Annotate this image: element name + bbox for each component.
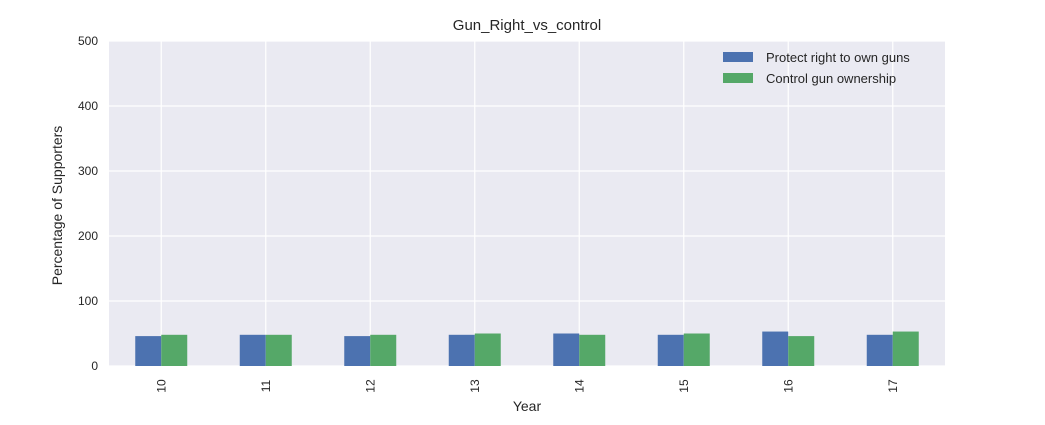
plot-background [109,41,945,366]
bar-control-ownership [892,331,919,366]
x-axis-label: Year [513,398,542,414]
bar-control-ownership [579,334,606,366]
x-tick-label: 15 [677,379,691,393]
y-tick-label: 100 [78,294,98,308]
chart-title: Gun_Right_vs_control [453,17,601,34]
bar-protect-right [135,336,162,366]
y-tick-label: 200 [78,229,98,243]
x-tick-label: 10 [154,379,168,393]
x-tick-label: 13 [468,379,482,393]
legend: Protect right to own guns Control gun own… [723,50,910,86]
x-tick-label: 12 [363,379,377,393]
bar-protect-right [344,336,371,366]
grid-lines [109,40,945,367]
x-tick-label: 11 [259,379,273,392]
y-tick-label: 0 [91,359,98,373]
x-tick-label: 16 [781,379,795,393]
legend-swatch [723,52,753,62]
bar-control-ownership [683,333,710,366]
legend-entry: Protect right to own guns [766,50,910,65]
bar-control-ownership [788,336,815,366]
bar-control-ownership [161,334,188,366]
y-axis-ticks: 0 100 200 300 400 500 [78,34,98,373]
bar-protect-right [239,334,266,366]
y-tick-label: 400 [78,99,98,113]
legend-entry: Control gun ownership [766,71,896,86]
x-tick-label: 17 [886,379,900,393]
legend-swatch [723,73,753,83]
bar-protect-right [762,331,789,366]
x-tick-label: 14 [572,379,586,393]
bars [135,331,919,366]
bar-control-ownership [474,333,501,366]
bar-control-ownership [265,334,292,366]
y-axis-label: Percentage of Supporters [49,126,65,286]
bar-protect-right [866,334,893,366]
bar-protect-right [448,334,475,366]
bar-protect-right [657,334,684,366]
x-axis-ticks: 10 11 12 13 14 15 16 17 [154,379,900,393]
bar-protect-right [553,333,580,366]
y-tick-label: 500 [78,34,98,48]
bar-control-ownership [370,334,397,366]
y-tick-label: 300 [78,164,98,178]
